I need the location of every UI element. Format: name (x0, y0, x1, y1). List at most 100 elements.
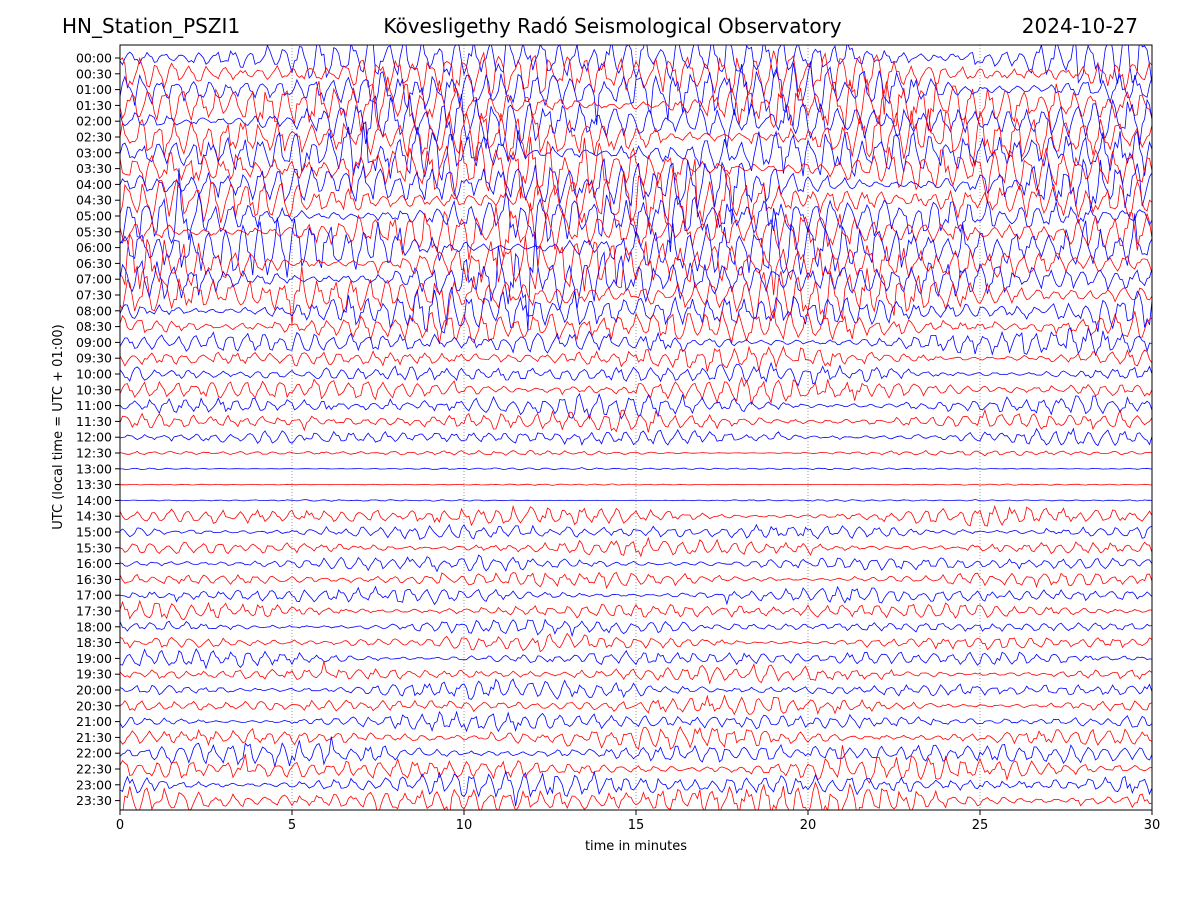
y-tick-label-14:00: 14:00 (76, 493, 112, 508)
y-tick-label-11:30: 11:30 (76, 414, 112, 429)
seismic-traces (120, 45, 1152, 810)
y-tick-label-04:30: 04:30 (76, 193, 112, 208)
station-name: HN_Station_PSZI1 (62, 14, 241, 38)
y-tick-label-05:00: 05:00 (76, 209, 112, 224)
trace-22:30 (120, 745, 1152, 784)
trace-19:30 (120, 661, 1152, 685)
y-tick-label-17:00: 17:00 (76, 588, 112, 603)
y-tick-label-13:30: 13:30 (76, 477, 112, 492)
y-tick-label-21:30: 21:30 (76, 730, 112, 745)
trace-01:00 (120, 61, 1152, 126)
trace-14:30 (120, 504, 1152, 527)
y-tick-label-14:30: 14:30 (76, 509, 112, 524)
trace-11:30 (120, 408, 1152, 433)
x-tick-label-10: 10 (456, 818, 473, 833)
y-tick-label-18:00: 18:00 (76, 619, 112, 634)
y-tick-label-22:30: 22:30 (76, 762, 112, 777)
trace-15:00 (120, 523, 1152, 540)
trace-23:00 (120, 770, 1152, 807)
y-tick-label-21:00: 21:00 (76, 714, 112, 729)
trace-07:30 (120, 266, 1152, 326)
y-tick-label-00:30: 00:30 (76, 66, 112, 81)
x-tick-label-0: 0 (116, 818, 124, 833)
trace-16:30 (120, 571, 1152, 590)
y-tick-label-03:30: 03:30 (76, 161, 112, 176)
trace-06:30 (120, 232, 1152, 296)
y-tick-label-03:00: 03:00 (76, 145, 112, 160)
y-tick-label-00:00: 00:00 (76, 51, 112, 66)
x-axis-label: time in minutes (585, 839, 687, 854)
y-tick-label-15:30: 15:30 (76, 540, 112, 555)
y-axis-ticks: 00:0000:3001:0001:3002:0002:3003:0003:30… (76, 51, 120, 808)
y-tick-label-09:00: 09:00 (76, 335, 112, 350)
trace-04:30 (120, 158, 1152, 229)
trace-17:00 (120, 585, 1152, 606)
trace-03:00 (120, 122, 1152, 181)
x-tick-label-30: 30 (1144, 818, 1161, 833)
y-tick-label-22:00: 22:00 (76, 746, 112, 761)
y-tick-label-11:00: 11:00 (76, 398, 112, 413)
x-tick-label-15: 15 (628, 818, 645, 833)
trace-10:00 (120, 361, 1152, 387)
y-tick-label-06:00: 06:00 (76, 240, 112, 255)
trace-21:00 (120, 710, 1152, 733)
y-tick-label-20:00: 20:00 (76, 683, 112, 698)
y-tick-label-15:00: 15:00 (76, 525, 112, 540)
trace-03:30 (120, 136, 1152, 204)
x-tick-label-5: 5 (288, 818, 296, 833)
y-tick-label-06:30: 06:30 (76, 256, 112, 271)
y-tick-label-05:30: 05:30 (76, 224, 112, 239)
y-tick-label-04:00: 04:00 (76, 177, 112, 192)
y-tick-label-12:00: 12:00 (76, 430, 112, 445)
trace-02:30 (120, 108, 1152, 167)
y-tick-label-08:00: 08:00 (76, 303, 112, 318)
y-tick-label-12:30: 12:30 (76, 446, 112, 461)
trace-09:30 (120, 345, 1152, 372)
trace-17:30 (120, 599, 1152, 621)
x-axis-ticks: 0 5 10 15 20 25 30 (116, 810, 1160, 833)
y-tick-label-23:00: 23:00 (76, 777, 112, 792)
y-tick-label-01:30: 01:30 (76, 98, 112, 113)
trace-06:00 (120, 208, 1152, 278)
y-tick-label-02:30: 02:30 (76, 130, 112, 145)
trace-07:00 (120, 231, 1152, 332)
trace-21:30 (120, 725, 1152, 751)
trace-10:30 (120, 376, 1152, 405)
trace-18:30 (120, 632, 1152, 653)
trace-01:30 (120, 76, 1152, 132)
y-tick-label-08:30: 08:30 (76, 319, 112, 334)
x-tick-label-25: 25 (972, 818, 989, 833)
trace-02:00 (120, 93, 1152, 149)
y-tick-label-07:00: 07:00 (76, 272, 112, 287)
y-tick-label-23:30: 23:30 (76, 793, 112, 808)
trace-04:00 (120, 158, 1152, 225)
y-tick-label-16:30: 16:30 (76, 572, 112, 587)
trace-12:30 (120, 449, 1152, 457)
y-tick-label-02:00: 02:00 (76, 114, 112, 129)
y-tick-label-18:30: 18:30 (76, 635, 112, 650)
y-tick-label-16:00: 16:00 (76, 556, 112, 571)
trace-05:00 (120, 168, 1152, 253)
y-tick-label-07:30: 07:30 (76, 288, 112, 303)
trace-12:00 (120, 427, 1152, 447)
trace-13:00 (120, 467, 1152, 471)
trace-20:30 (120, 694, 1152, 716)
chart-date: 2024-10-27 (1021, 14, 1138, 38)
y-tick-label-09:30: 09:30 (76, 351, 112, 366)
y-tick-label-01:00: 01:00 (76, 82, 112, 97)
trace-08:30 (120, 308, 1152, 345)
trace-20:00 (120, 678, 1152, 700)
y-tick-label-19:30: 19:30 (76, 667, 112, 682)
trace-19:00 (120, 648, 1152, 670)
trace-13:30 (120, 483, 1152, 486)
y-tick-label-10:00: 10:00 (76, 367, 112, 382)
trace-00:00 (120, 45, 1152, 85)
trace-23:30 (120, 781, 1152, 810)
trace-08:00 (120, 286, 1152, 334)
trace-14:00 (120, 498, 1152, 502)
trace-18:00 (120, 618, 1152, 638)
y-tick-label-19:00: 19:00 (76, 651, 112, 666)
y-tick-label-17:30: 17:30 (76, 604, 112, 619)
